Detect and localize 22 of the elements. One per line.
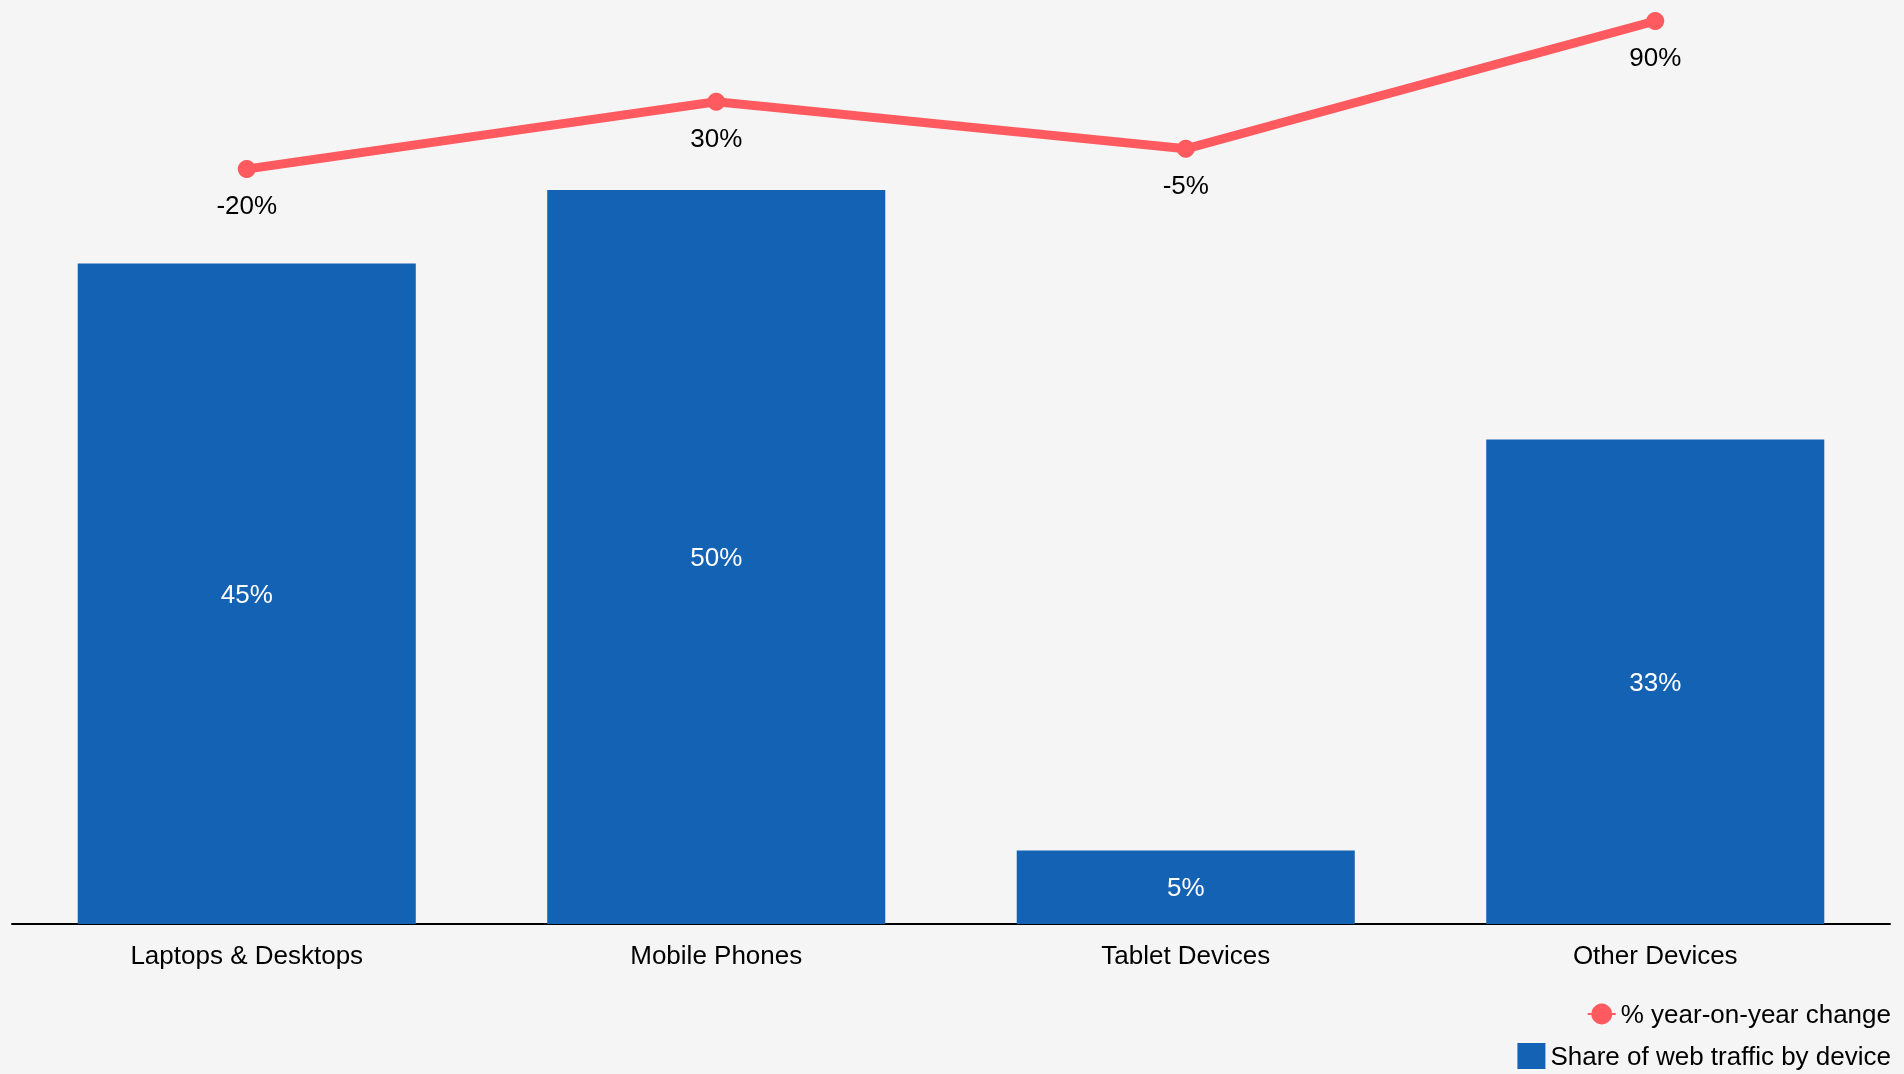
x-tick-label: Mobile Phones <box>630 940 803 970</box>
x-tick-label: Tablet Devices <box>1101 940 1271 970</box>
bar <box>547 190 886 924</box>
data-label: 33% <box>1629 666 1682 697</box>
bar <box>77 263 416 924</box>
data-label: -20% <box>216 190 278 220</box>
point <box>1176 139 1195 158</box>
point <box>707 92 726 111</box>
legend-label: % year-on-year change <box>1620 999 1892 1029</box>
x-tick-label: Laptops & Desktops <box>130 940 364 970</box>
bar <box>1016 850 1355 924</box>
data-label: 5% <box>1166 872 1205 903</box>
data-label: 45% <box>220 578 273 609</box>
legend-label: Share of web traffic by device <box>1550 1041 1891 1071</box>
data-label: -5% <box>1162 169 1209 200</box>
data-label: 50% <box>690 542 743 572</box>
data-label: 30% <box>690 122 743 153</box>
x-tick-label: Other Devices <box>1572 940 1738 970</box>
point <box>237 160 256 178</box>
bar <box>1486 439 1825 924</box>
data-label: 90% <box>1629 42 1682 72</box>
point <box>1646 12 1665 30</box>
